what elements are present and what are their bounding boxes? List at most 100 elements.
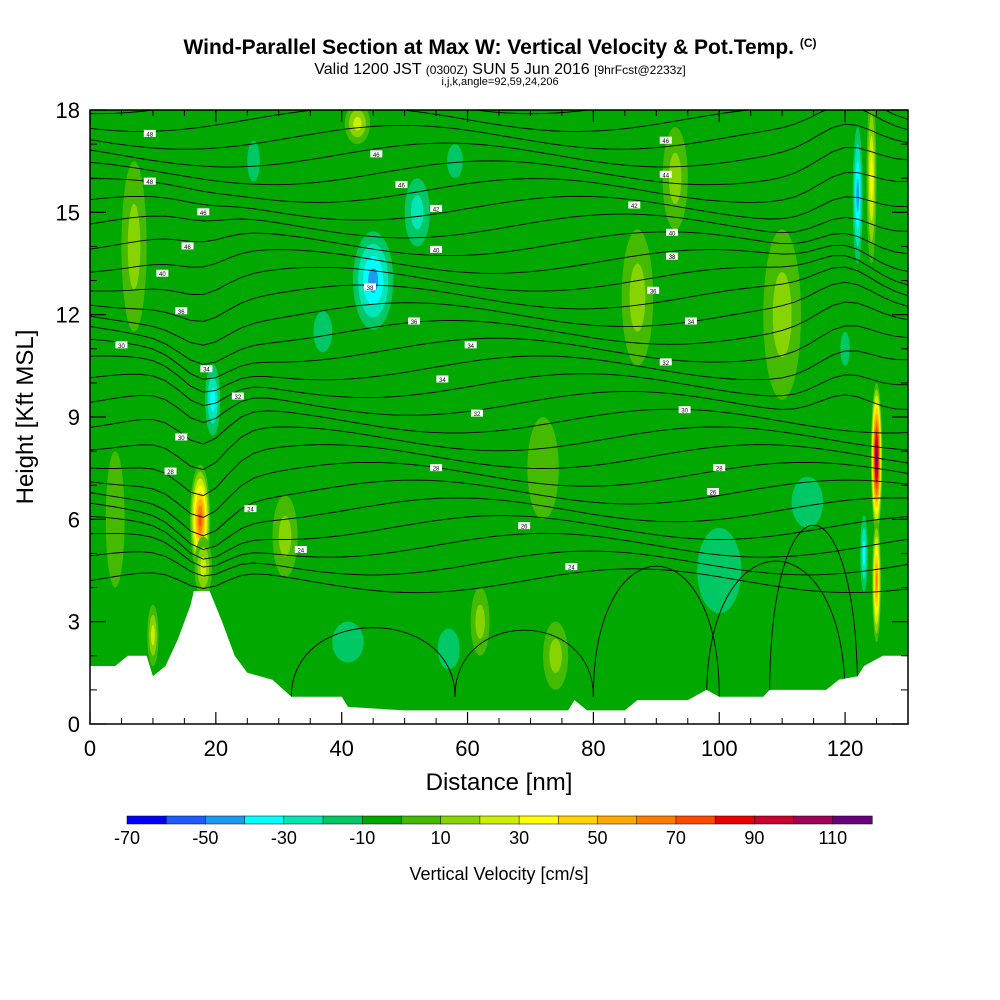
isentrope-label-bg <box>370 150 383 158</box>
colorbar-tick-label: -10 <box>349 828 375 848</box>
velocity-cell-25-band-1 <box>668 152 682 204</box>
isentrope-label: 40 <box>433 248 440 254</box>
isentrope-line <box>90 479 908 537</box>
isentrope-label-bg <box>430 245 443 253</box>
isentrope-line <box>90 444 908 497</box>
velocity-cell-18-band-1 <box>332 621 364 663</box>
isentrope-labels: 48 48 46 46 40 36 30 34 32 30 28 24 24 46 46 42 40 38 36 34… <box>115 129 726 572</box>
isentrope-label-bg <box>181 242 194 250</box>
isentrope-label: 48 <box>146 132 153 138</box>
isentrope-dome-0 <box>290 627 456 697</box>
isentrope-line <box>90 325 908 380</box>
isentrope-label-bg <box>156 269 169 277</box>
colorbar-tick-label: -70 <box>114 828 140 848</box>
colorbar-tick-label: -50 <box>192 828 218 848</box>
isentrope-label-bg <box>470 409 483 417</box>
y-tick-label: 9 <box>68 405 80 430</box>
isentrope-label-bg <box>659 136 672 144</box>
x-tick-label: 80 <box>581 736 605 761</box>
colorbar-swatch <box>714 815 755 825</box>
x-tick-label: 120 <box>827 736 864 761</box>
colorbar-swatch <box>754 815 795 825</box>
isentrope-label: 46 <box>398 184 405 190</box>
colorbar-swatch <box>558 815 599 825</box>
velocity-cell-6-band-1 <box>313 311 333 353</box>
isentrope-label-bg <box>175 433 188 441</box>
isentrope-label-bg <box>684 317 697 325</box>
isentrope-label: 30 <box>118 344 125 350</box>
isentrope-label-bg <box>115 341 128 349</box>
isentrope-line <box>90 213 908 239</box>
chart-params: i,j,k,angle=92,59,24,206 <box>441 76 559 88</box>
velocity-cell-22-band-1 <box>278 515 292 557</box>
isentrope-line <box>90 110 592 115</box>
isentrope-label: 38 <box>669 255 676 261</box>
isentrope-label-bg <box>164 467 177 475</box>
velocity-cell-15-band-1 <box>840 331 850 366</box>
isentrope-dome-1 <box>454 629 594 697</box>
isentrope-label: 28 <box>433 467 440 473</box>
isentrope-label-bg <box>231 392 244 400</box>
x-tick-label: 40 <box>329 736 353 761</box>
isentrope-label-bg <box>666 228 679 236</box>
isentrope-label-bg <box>706 488 719 496</box>
y-tick-label: 6 <box>68 507 80 532</box>
colorbar-label: Vertical Velocity [cm/s] <box>409 864 588 884</box>
velocity-cell-17-band-1 <box>791 476 824 528</box>
x-tick-label: 20 <box>204 736 228 761</box>
isentrope-label: 48 <box>146 180 153 186</box>
chart-subtitle: Valid 1200 JST (0300Z) SUN 5 Jun 2016 [9… <box>314 61 686 78</box>
colorbar-swatch <box>479 815 520 825</box>
isentrope-label-bg <box>294 546 307 554</box>
isentrope-label-bg <box>143 177 156 185</box>
velocity-cell-16-band-1 <box>697 527 742 614</box>
isentrope-label: 28 <box>716 467 723 473</box>
colorbar-swatch <box>518 815 559 825</box>
colorbar-swatch <box>322 815 363 825</box>
isentrope-line <box>90 550 908 577</box>
velocity-cell-8-band-1 <box>447 144 463 179</box>
x-tick-label: 100 <box>701 736 738 761</box>
colorbar-tick-label: 50 <box>588 828 608 848</box>
isentrope-label-bg <box>666 252 679 260</box>
velocity-cell-11-band-6 <box>875 571 878 590</box>
subtitle-fcst: [9hrFcst@2233z] <box>594 63 686 77</box>
velocity-cell-0-band-7 <box>198 512 202 527</box>
isentrope-line <box>90 390 908 423</box>
colorbar-swatch <box>832 815 873 825</box>
isentrope-label-bg <box>565 563 578 571</box>
colorbar-swatch <box>165 815 206 825</box>
isentrope-line <box>90 255 908 295</box>
colorbar-swatch <box>675 815 716 825</box>
velocity-cell-12-band-3 <box>870 156 873 200</box>
y-tick-label: 0 <box>68 712 80 737</box>
terrain <box>90 591 908 724</box>
y-tick-label: 18 <box>56 98 80 123</box>
colorbar-tick-label: 10 <box>431 828 451 848</box>
isentrope-line <box>90 123 908 168</box>
isentrope-label: 34 <box>467 344 474 350</box>
isentrope-line <box>90 231 908 257</box>
isentrope-label: 36 <box>650 289 657 295</box>
isentrope-line <box>90 373 908 407</box>
isentrope-label-bg <box>464 341 477 349</box>
copyright-mark: (C) <box>799 36 817 50</box>
y-tick-label: 3 <box>68 610 80 635</box>
isentrope-line <box>90 568 908 594</box>
colorbar-swatch <box>244 815 285 825</box>
colorbar-swatch <box>362 815 403 825</box>
y-tick-label: 15 <box>56 200 80 225</box>
isentrope-label: 34 <box>203 368 210 374</box>
y-axis-label: Height [Kft MSL] <box>12 330 39 505</box>
isentrope-line <box>90 195 908 221</box>
isentrope-line <box>90 172 908 203</box>
isentrope-line <box>90 497 908 550</box>
isentrope-label-bg <box>197 208 210 216</box>
plot-background <box>90 110 908 724</box>
velocity-cell-21-band-1 <box>475 604 485 639</box>
isentrope-line <box>90 301 908 365</box>
isentrope-dome-3 <box>706 560 846 697</box>
isentrope-label: 42 <box>433 207 440 213</box>
